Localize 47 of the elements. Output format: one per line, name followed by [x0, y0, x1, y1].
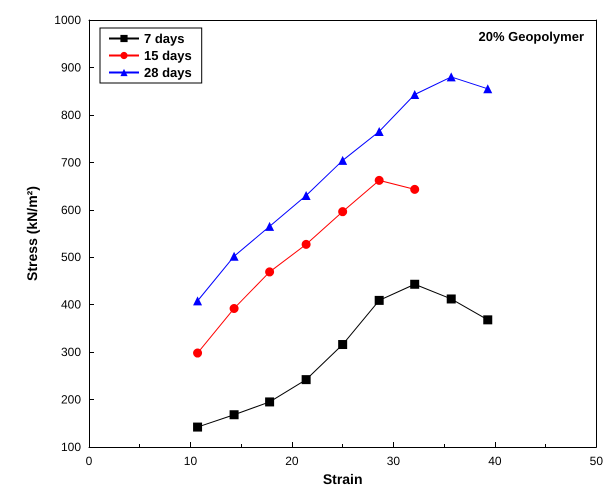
y-tick-label: 1000: [54, 13, 82, 27]
point: [265, 267, 274, 276]
x-axis-title: Strain: [322, 470, 363, 487]
point: [483, 315, 492, 324]
legend-label: 28 days: [144, 65, 192, 80]
x-tick-label: 50: [590, 454, 604, 468]
point: [230, 410, 239, 420]
y-tick-label: 600: [60, 202, 82, 217]
y-tick-label: 700: [60, 155, 82, 170]
x-tick-label: 30: [386, 454, 400, 468]
x-tick-label: 40: [488, 454, 502, 468]
point: [338, 207, 348, 216]
point: [193, 296, 202, 306]
point: [446, 294, 456, 304]
y-tick-label: 500: [60, 250, 82, 264]
annotation: 20% Geopolymer: [478, 29, 584, 44]
point: [302, 240, 311, 249]
point: [374, 126, 384, 136]
y-tick-label: 200: [60, 392, 82, 407]
point: [193, 422, 202, 432]
point: [410, 280, 420, 289]
y-tick-label: 800: [60, 108, 82, 122]
point: [302, 375, 311, 384]
y-tick-label: 900: [60, 60, 82, 74]
y-axis-title: Stress (kN/m²): [24, 186, 40, 281]
point: [302, 191, 311, 200]
point: [483, 84, 492, 94]
legend-label: 7 days: [144, 31, 184, 46]
x-tick-label: 0: [86, 454, 93, 468]
point: [446, 72, 456, 82]
point: [374, 176, 384, 185]
point: [410, 184, 420, 194]
point: [230, 304, 239, 313]
y-tick-label: 100: [60, 440, 82, 454]
legend-label: 15 days: [144, 48, 192, 63]
x-tick-label: 20: [285, 454, 299, 468]
point: [265, 222, 274, 231]
y-tick-label: 300: [60, 345, 82, 360]
point: [410, 90, 420, 99]
y-tick-label: 400: [60, 298, 82, 312]
point: [338, 340, 348, 350]
point: [374, 296, 384, 305]
x-tick-label: 10: [184, 454, 198, 468]
point: [193, 348, 202, 358]
point: [230, 252, 239, 261]
point: [265, 397, 274, 406]
point: [338, 156, 348, 165]
